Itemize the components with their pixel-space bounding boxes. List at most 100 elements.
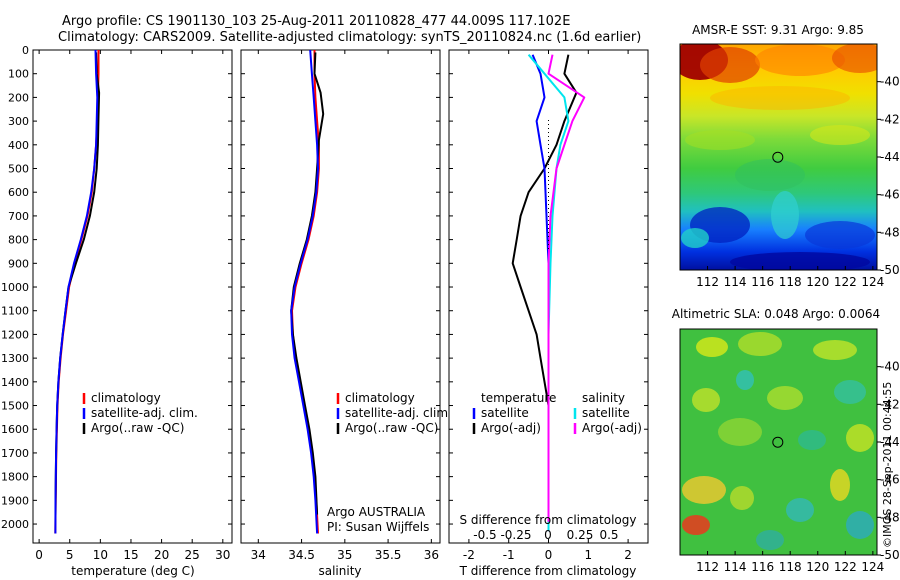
depth-tick-label: 1400 xyxy=(1,376,29,389)
legend-entry: Argo(..raw -QC) xyxy=(345,421,438,435)
map-lat-label: -50 xyxy=(880,263,900,277)
depth-tick-label: 1200 xyxy=(1,328,29,341)
legend-entry: satellite-adj. clim. xyxy=(91,406,198,420)
map-lon-label: 120 xyxy=(806,560,829,574)
temperature-x-label: temperature (deg C) xyxy=(71,564,194,578)
map-lon-label: 120 xyxy=(806,275,829,289)
depth-tick-label: 1100 xyxy=(1,305,29,318)
argo-australia-annotation: Argo AUSTRALIA xyxy=(327,505,426,519)
x-tick-label: 34 xyxy=(251,548,266,562)
s-difference-label: S difference from climatology xyxy=(460,513,637,527)
sst-map-title: AMSR-E SST: 9.31 Argo: 9.85 xyxy=(692,23,864,37)
s-diff-tick-label: 0.5 xyxy=(599,528,618,542)
x-tick-label: 0 xyxy=(35,548,43,562)
difference-panel: -2 -1 0 1 2 temperaturesatelliteArgo(-adj)sa… xyxy=(448,49,649,578)
salinity-panel: 34 34.5 35 35.5 36 climatologysatellite-adj.… xyxy=(240,49,452,578)
map-lon-label: 116 xyxy=(751,275,774,289)
difference-tick-labels: -2 -1 0 1 2 xyxy=(463,50,632,562)
x-tick-label: -2 xyxy=(463,548,475,562)
depth-tick-label: 300 xyxy=(8,115,29,128)
map-lat-label: -44 xyxy=(880,150,900,164)
sla-map: Altimetric SLA: 0.048 Argo: 0.0064 112 11… xyxy=(672,307,900,574)
legend-entry: satellite xyxy=(582,406,630,420)
depth-tick-label: 1000 xyxy=(1,281,29,294)
legend-entry: climatology xyxy=(91,391,161,405)
map-lon-label: 112 xyxy=(696,560,719,574)
depth-tick-label: 700 xyxy=(8,210,29,223)
sla-map-tick-labels: 112 114 116 118 120 122 124 -40 -42 -44 -46 -48 -50 xyxy=(696,360,900,574)
map-lat-label: -42 xyxy=(880,112,900,126)
map-lat-label: -46 xyxy=(880,473,900,487)
map-lat-label: -44 xyxy=(880,435,900,449)
depth-tick-label: 1800 xyxy=(1,471,29,484)
map-lon-label: 116 xyxy=(751,560,774,574)
header-title-line2: Climatology: CARS2009. Satellite-adjuste… xyxy=(58,30,641,45)
difference-depth-ticks xyxy=(449,49,648,525)
x-tick-label: 34.5 xyxy=(288,548,315,562)
difference-legend: temperaturesatelliteArgo(-adj)salinitysa… xyxy=(472,391,642,435)
argo-position-marker xyxy=(772,151,784,163)
depth-tick-labels: 0 100 200 300 400 500 600 700 800 900 1000 1100 1200… xyxy=(1,44,232,531)
depth-tick-label: 400 xyxy=(8,139,29,152)
depth-tick-label: 1700 xyxy=(1,447,29,460)
salinity-profiles xyxy=(290,50,325,534)
legend-entry: Argo(-adj) xyxy=(582,421,642,435)
depth-tick-label: 900 xyxy=(8,257,29,270)
salinity-x-label: salinity xyxy=(318,564,361,578)
temperature-profiles xyxy=(54,50,101,534)
depth-tick-label: 100 xyxy=(8,68,29,81)
depth-tick-label: 0 xyxy=(22,44,29,57)
depth-tick-label: 800 xyxy=(8,234,29,247)
x-tick-label: 35.5 xyxy=(375,548,402,562)
x-tick-label: 35 xyxy=(337,548,352,562)
sst-map-tick-labels: 112 114 116 118 120 122 124 -40 -42 -44 -46 -48 -50 xyxy=(696,75,900,289)
s-diff-tick-label: -0.25 xyxy=(500,528,531,542)
map-lat-label: -50 xyxy=(880,548,900,562)
header-title-line1: Argo profile: CS 1901130_103 25-Aug-2011… xyxy=(62,14,570,29)
temperature-panel: 0100200300400500600700800900100011001200… xyxy=(1,44,233,578)
temperature-axes-frame xyxy=(32,49,233,544)
depth-tick-label: 2000 xyxy=(1,518,29,531)
difference-profiles xyxy=(511,54,586,532)
map-lon-label: 118 xyxy=(779,560,802,574)
map-lon-label: 118 xyxy=(779,275,802,289)
x-tick-label: 1 xyxy=(584,548,592,562)
x-tick-label: 2 xyxy=(624,548,632,562)
sst-map: AMSR-E SST: 9.31 Argo: 9.85 112 114 116 118… xyxy=(679,23,900,289)
depth-tick-label: 1500 xyxy=(1,400,29,413)
map-lon-label: 124 xyxy=(861,560,884,574)
series-line-satellite-adj-clim- xyxy=(290,50,319,534)
x-tick-label: 10 xyxy=(93,548,108,562)
legend-entry: Argo(-adj) xyxy=(481,421,541,435)
s-diff-tick-label: 0.25 xyxy=(567,528,594,542)
map-lon-label: 122 xyxy=(834,560,857,574)
depth-tick-label: 600 xyxy=(8,186,29,199)
depth-tick-label: 200 xyxy=(8,91,29,104)
x-tick-label: 30 xyxy=(215,548,230,562)
x-tick-label: 20 xyxy=(154,548,169,562)
salinity-depth-ticks xyxy=(241,49,440,525)
sla-map-title: Altimetric SLA: 0.048 Argo: 0.0064 xyxy=(672,307,880,321)
depth-tick-label: 1600 xyxy=(1,423,29,436)
map-lon-label: 114 xyxy=(724,275,747,289)
argo-position-marker-sla xyxy=(772,436,784,448)
legend-entry: Argo(..raw -QC) xyxy=(91,421,184,435)
map-lat-label: -42 xyxy=(880,397,900,411)
x-tick-label: 5 xyxy=(66,548,74,562)
pi-annotation: PI: Susan Wijffels xyxy=(327,520,429,534)
s-diff-tick-label: -0.5 xyxy=(473,528,496,542)
x-tick-label: 0 xyxy=(545,548,553,562)
map-lat-label: -48 xyxy=(880,225,900,239)
x-tick-label: 15 xyxy=(123,548,138,562)
s-difference-tick-labels: -0.5 -0.25 0 0.25 0.5 xyxy=(473,528,618,542)
depth-tick-label: 500 xyxy=(8,163,29,176)
map-lat-label: -48 xyxy=(880,510,900,524)
map-lon-label: 114 xyxy=(724,560,747,574)
map-lat-label: -40 xyxy=(880,360,900,374)
x-tick-label: 25 xyxy=(185,548,200,562)
map-lon-label: 112 xyxy=(696,275,719,289)
map-lat-label: -40 xyxy=(880,75,900,89)
